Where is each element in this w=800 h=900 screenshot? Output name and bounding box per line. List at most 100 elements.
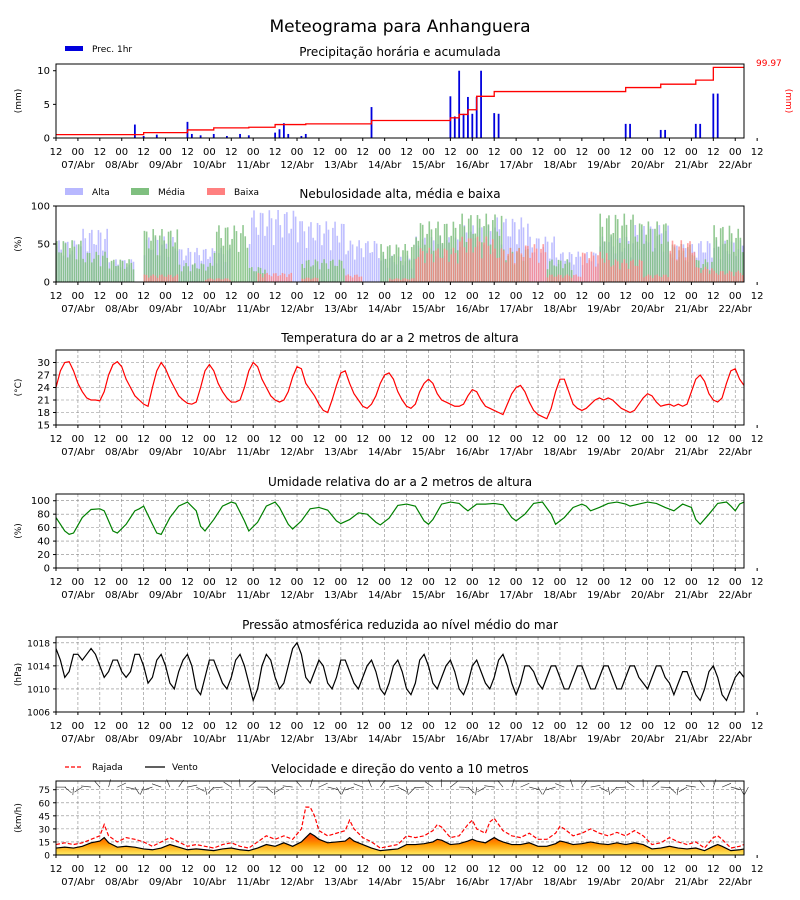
x-date-label-vento: 15/Abr (412, 877, 446, 888)
cloud-bar-baixa (435, 250, 437, 282)
y-label-temp: (°C) (14, 379, 24, 397)
cloud-bar-baixa (573, 275, 575, 282)
page-title: Meteograma para Anhanguera (269, 17, 530, 37)
x-date-label-nuvens: 18/Abr (543, 304, 577, 315)
x-date-label-temp: 09/Abr (149, 447, 183, 458)
cloud-bar-alta (270, 218, 273, 282)
cloud-bar-baixa (220, 279, 222, 282)
x-hour-label-umid: 12 (400, 577, 413, 588)
cloud-bar-alta (283, 213, 286, 282)
cloud-bar-baixa (229, 279, 231, 282)
cloud-bar-alta (375, 243, 378, 282)
x-hour-label-umid: 12 (575, 577, 588, 588)
x-hour-label-temp: 12 (269, 434, 282, 445)
x-hour-label-umid: 00 (641, 577, 654, 588)
wind-direction-arrow (484, 785, 495, 788)
wind-direction-arrow (388, 784, 399, 788)
x-hour-label-umid: 12 (50, 577, 63, 588)
cloud-bar-media (665, 223, 667, 282)
x-hour-label-umid: 00 (597, 577, 610, 588)
cloud-bar-media (73, 246, 76, 282)
x-hour-label-nuvens: 00 (159, 291, 172, 302)
x-hour-label-temp: 00 (159, 434, 172, 445)
cloud-bar-baixa (421, 250, 424, 282)
cloud-bar-baixa (538, 262, 540, 282)
cloud-bar-baixa (154, 275, 157, 282)
cloud-bar-media (627, 243, 630, 282)
cloud-bar-baixa (430, 253, 433, 282)
cloud-bar-media (305, 260, 308, 282)
cloud-bar-baixa (570, 277, 573, 282)
x-date-label-vento: 20/Abr (631, 877, 665, 888)
y-tick-label-umid: 80 (37, 510, 50, 521)
cloud-bar-baixa (724, 274, 726, 282)
x-hour-label-vento: 00 (510, 864, 523, 875)
cloud-bar-media (77, 244, 80, 282)
x-hour-label-precip: 12 (313, 147, 326, 158)
x-hour-label-press: 00 (729, 721, 742, 732)
x-hour-label-nuvens: 00 (378, 291, 391, 302)
cloud-bar-media (410, 247, 413, 282)
x-date-label-precip: 18/Abr (543, 160, 577, 171)
cloud-bar-alta (259, 212, 262, 282)
axes-frame-temp (55, 349, 745, 426)
cloud-bar-media (226, 227, 229, 282)
x-date-label-temp: 14/Abr (368, 447, 402, 458)
x-hour-label-press: 00 (510, 721, 523, 732)
cloud-bar-media (316, 261, 319, 282)
x-date-label-press: 12/Abr (280, 734, 314, 745)
wind-direction-arrow (546, 786, 556, 791)
cloud-bar-baixa (218, 278, 220, 282)
x-hour-label-precip: 00 (422, 147, 435, 158)
x-hour-label-nuvens: 12 (356, 291, 369, 302)
x-hour-label-temp: 12 (619, 434, 632, 445)
cloud-bar-alta (511, 218, 514, 282)
cloud-bar-alta (538, 238, 540, 282)
cloud-bar-alta (253, 210, 255, 282)
x-date-label-precip: 19/Abr (587, 160, 621, 171)
wind-direction-arrow (282, 785, 293, 788)
precip-bar (212, 133, 215, 138)
x-date-label-temp: 18/Abr (543, 447, 577, 458)
cloud-bar-baixa (456, 263, 459, 282)
cloud-bar-baixa (172, 277, 174, 282)
y-tick-label-precip: 10 (37, 66, 50, 77)
x-date-label-umid: 10/Abr (193, 590, 227, 601)
cloud-bar-baixa (502, 250, 505, 282)
x-date-label-press: 18/Abr (543, 734, 577, 745)
cloud-bar-alta (577, 251, 580, 282)
cloud-bar-media (303, 268, 306, 282)
cloud-bar-media (180, 271, 183, 282)
x-date-label-umid: 07/Abr (61, 590, 95, 601)
cloud-bar-media (248, 267, 251, 282)
cloud-bar-baixa (511, 253, 514, 282)
cloud-bar-baixa (619, 269, 621, 282)
cloud-bar-baixa (174, 275, 176, 282)
cloud-bar-media (198, 268, 201, 282)
cloud-bar-baixa (728, 270, 731, 282)
cloud-bar-media (126, 263, 128, 282)
x-date-label-nuvens: 12/Abr (280, 304, 314, 315)
cloud-bar-media (97, 255, 100, 282)
cloud-bar-alta (522, 227, 525, 282)
cloud-bar-baixa (566, 274, 569, 282)
cloud-bar-media (380, 244, 382, 282)
cloud-bar-baixa (257, 272, 260, 282)
cloud-bar-baixa (564, 275, 566, 282)
cloud-bar-baixa (638, 259, 641, 282)
x-hour-label-precip: 00 (729, 147, 742, 158)
x-date-label-press: 14/Abr (368, 734, 402, 745)
wind-direction-arrow (126, 786, 136, 790)
cloud-bar-baixa (156, 277, 159, 282)
x-hour-label-nuvens: 00 (334, 291, 347, 302)
x-hour-label-vento: 12 (356, 864, 369, 875)
cloud-bar-media (612, 232, 615, 282)
precip-bar (664, 129, 667, 138)
x-hour-label-umid: 00 (378, 577, 391, 588)
cloud-bar-baixa (722, 271, 724, 282)
cloud-bar-baixa (507, 253, 509, 282)
x-hour-label-nuvens: 00 (422, 291, 435, 302)
x-date-label-precip: 10/Abr (193, 160, 227, 171)
x-hour-label-nuvens: 00 (641, 291, 654, 302)
x-hour-label-press: 00 (554, 721, 567, 732)
